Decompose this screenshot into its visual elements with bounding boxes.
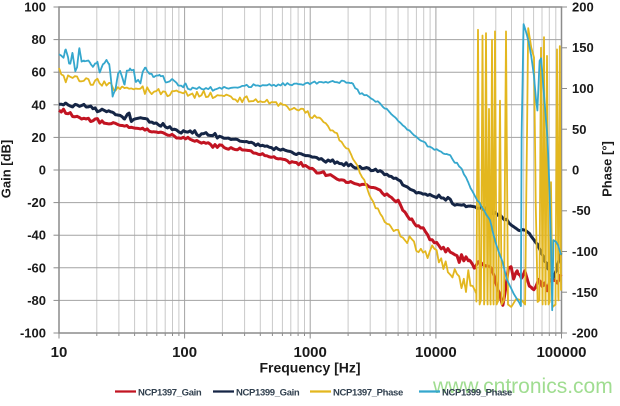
svg-text:10: 10 bbox=[51, 344, 68, 361]
svg-text:1000: 1000 bbox=[294, 344, 327, 361]
svg-text:100000: 100000 bbox=[536, 344, 586, 361]
svg-text:-200: -200 bbox=[572, 326, 598, 341]
svg-text:NCP1397_Gain: NCP1397_Gain bbox=[138, 388, 202, 399]
svg-text:Frequency [Hz]: Frequency [Hz] bbox=[259, 360, 360, 376]
svg-text:-100: -100 bbox=[572, 244, 598, 259]
svg-text:150: 150 bbox=[572, 40, 594, 55]
svg-text:80: 80 bbox=[32, 32, 46, 47]
svg-text:60: 60 bbox=[32, 65, 46, 80]
svg-text:200: 200 bbox=[572, 0, 594, 15]
svg-text:-150: -150 bbox=[572, 285, 598, 300]
svg-text:-20: -20 bbox=[27, 195, 46, 210]
svg-text:NCP1397_Phase: NCP1397_Phase bbox=[333, 388, 403, 399]
svg-text:-80: -80 bbox=[27, 293, 46, 308]
svg-text:100: 100 bbox=[24, 0, 46, 15]
svg-text:100: 100 bbox=[172, 344, 197, 361]
svg-text:-60: -60 bbox=[27, 260, 46, 275]
svg-text:-100: -100 bbox=[20, 326, 46, 341]
svg-text:20: 20 bbox=[32, 130, 46, 145]
svg-text:0: 0 bbox=[572, 163, 579, 178]
svg-text:50: 50 bbox=[572, 122, 586, 137]
svg-text:NCP1399_Gain: NCP1399_Gain bbox=[236, 388, 300, 399]
svg-text:Gain [dB]: Gain [dB] bbox=[0, 140, 14, 199]
svg-text:-50: -50 bbox=[572, 203, 591, 218]
svg-text:100: 100 bbox=[572, 81, 594, 96]
svg-text:-40: -40 bbox=[27, 228, 46, 243]
svg-text:10000: 10000 bbox=[415, 344, 457, 361]
svg-text:0: 0 bbox=[39, 163, 46, 178]
svg-text:Phase [°]: Phase [°] bbox=[600, 141, 615, 197]
svg-text:www.cntronics.com: www.cntronics.com bbox=[432, 375, 613, 398]
svg-text:NCP1399_Phase: NCP1399_Phase bbox=[442, 388, 512, 399]
svg-text:40: 40 bbox=[32, 97, 46, 112]
